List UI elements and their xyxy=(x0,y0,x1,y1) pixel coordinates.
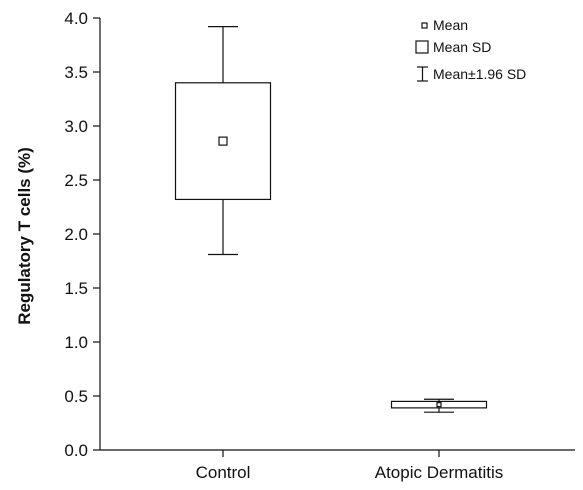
y-tick-label: 3.5 xyxy=(64,63,88,82)
y-axis-title: Regulatory T cells (%) xyxy=(15,147,34,325)
y-tick-label: 1.5 xyxy=(64,279,88,298)
legend-mean-marker xyxy=(421,22,428,29)
y-tick-label: 2.5 xyxy=(64,171,88,190)
legend-whisker-marker xyxy=(417,66,428,82)
legend-sd-marker xyxy=(415,40,429,54)
mean-marker xyxy=(436,402,442,408)
x-axis-ticks: Control Atopic Dermatitis xyxy=(196,450,503,482)
y-tick-label: 2.0 xyxy=(64,225,88,244)
y-tick-label: 1.0 xyxy=(64,333,88,352)
legend-whisker-label: Mean±1.96 SD xyxy=(433,66,526,82)
y-tick-label: 4.0 xyxy=(64,9,88,28)
box-group xyxy=(174,26,272,256)
legend-mean-label: Mean xyxy=(433,17,468,33)
y-axis-ticks: 0.0 0.5 1.0 1.5 2.0 2.5 3.0 3.5 4.0 xyxy=(64,9,100,460)
box-series xyxy=(174,26,488,413)
y-tick-label: 0.5 xyxy=(64,387,88,406)
x-tick-label: Control xyxy=(196,463,251,482)
y-tick-label: 0.0 xyxy=(64,441,88,460)
legend-sd-label: Mean SD xyxy=(433,39,491,55)
y-tick-label: 3.0 xyxy=(64,117,88,136)
box-group xyxy=(390,398,488,413)
axes xyxy=(99,18,575,451)
legend: Mean Mean SD Mean±1.96 SD xyxy=(415,17,526,82)
mean-marker xyxy=(218,136,228,146)
x-tick-label: Atopic Dermatitis xyxy=(375,463,503,482)
